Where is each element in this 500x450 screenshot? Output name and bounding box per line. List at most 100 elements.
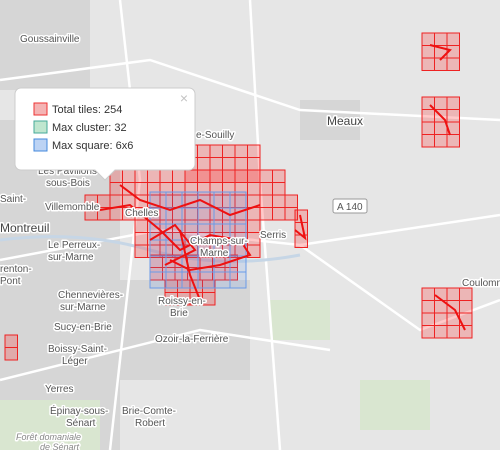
tile	[259, 169, 273, 183]
place-label: Brie	[170, 308, 188, 319]
place-label: Meaux	[327, 114, 363, 128]
forests	[0, 300, 430, 450]
close-button[interactable]: ×	[180, 90, 188, 106]
tile	[459, 300, 473, 314]
place-label: sur-Marne	[60, 302, 106, 313]
place-labels: Goussainville Meaux e-Souilly Les Pavill…	[0, 33, 500, 450]
tile	[165, 239, 183, 257]
tile	[134, 219, 148, 233]
tile	[434, 32, 448, 46]
legend-swatch	[33, 120, 48, 134]
tile	[421, 312, 435, 326]
tile	[209, 157, 223, 171]
tile	[122, 169, 136, 183]
tile	[222, 144, 236, 158]
tile	[272, 169, 286, 183]
tile	[421, 300, 435, 314]
tile	[149, 271, 167, 289]
tile	[284, 194, 298, 208]
tile	[421, 32, 435, 46]
place-label: Pont	[0, 276, 21, 287]
place-label: Forêt domaniale	[16, 432, 81, 442]
tile	[421, 287, 435, 301]
place-label: Léger	[62, 356, 88, 367]
place-label: renton-	[0, 264, 32, 275]
tile	[209, 144, 223, 158]
tile	[4, 347, 18, 361]
tile	[421, 45, 435, 59]
tile	[272, 207, 286, 221]
tile	[165, 191, 183, 209]
tile	[172, 169, 186, 183]
tile	[259, 194, 273, 208]
tile	[247, 169, 261, 183]
legend-label: Max square: 6x6	[52, 140, 133, 152]
tile	[272, 182, 286, 196]
road-shield: A 140	[332, 198, 368, 214]
tile	[421, 325, 435, 339]
tile	[149, 239, 167, 257]
tracks	[99, 44, 466, 331]
tile	[446, 96, 460, 110]
tile	[109, 207, 123, 221]
place-label: Épinay-sous-	[50, 404, 108, 417]
tile	[247, 182, 261, 196]
legend-swatch	[33, 102, 48, 116]
tile	[421, 109, 435, 123]
place-label: Roissy-en-	[158, 296, 206, 307]
tile	[446, 109, 460, 123]
tile	[222, 169, 236, 183]
tile	[434, 121, 448, 135]
legend-popup: × Total tiles: 254 Max cluster: 32 Max s…	[14, 87, 196, 181]
tile	[213, 191, 231, 209]
tile	[446, 325, 460, 339]
tile	[149, 255, 167, 273]
place-label: Chennevières-	[58, 290, 123, 301]
tile	[229, 271, 247, 289]
place-label: sous-Bois	[46, 178, 90, 189]
tile	[147, 169, 161, 183]
tile	[259, 182, 273, 196]
tile	[284, 207, 298, 221]
tile	[446, 300, 460, 314]
place-label: Brie-Comte-	[122, 406, 176, 417]
road-label: A 140	[337, 202, 363, 213]
tile	[159, 169, 173, 183]
tile	[421, 134, 435, 148]
place-label: e-Souilly	[196, 130, 234, 141]
place-label: Yerres	[45, 384, 74, 395]
tile	[446, 57, 460, 71]
place-label: Serris	[260, 230, 286, 241]
place-label: Coulomm	[462, 278, 500, 289]
tile	[209, 169, 223, 183]
tiles	[4, 32, 473, 361]
place-label: Villemomble	[45, 202, 100, 213]
tile	[202, 292, 216, 306]
place-label: Saint-	[0, 194, 26, 205]
place-label: Robert	[135, 418, 165, 429]
tile	[134, 169, 148, 183]
tile	[247, 144, 261, 158]
tile	[234, 169, 248, 183]
tile	[165, 271, 183, 289]
tile	[97, 194, 111, 208]
tile	[134, 232, 148, 246]
tile	[434, 134, 448, 148]
tile	[134, 182, 148, 196]
legend-swatch	[33, 138, 48, 152]
tile	[247, 219, 261, 233]
tile	[459, 325, 473, 339]
tile	[434, 312, 448, 326]
tile	[234, 157, 248, 171]
tile	[181, 207, 199, 225]
place-label: Ozoir-la-Ferrière	[155, 334, 229, 345]
place-label: Marne	[200, 248, 229, 259]
tile	[197, 144, 211, 158]
tile	[459, 287, 473, 301]
place-label: Montreuil	[0, 221, 49, 235]
tile	[134, 244, 148, 258]
tile	[229, 191, 247, 209]
tile	[4, 334, 18, 348]
tile	[197, 169, 211, 183]
tile	[421, 121, 435, 135]
